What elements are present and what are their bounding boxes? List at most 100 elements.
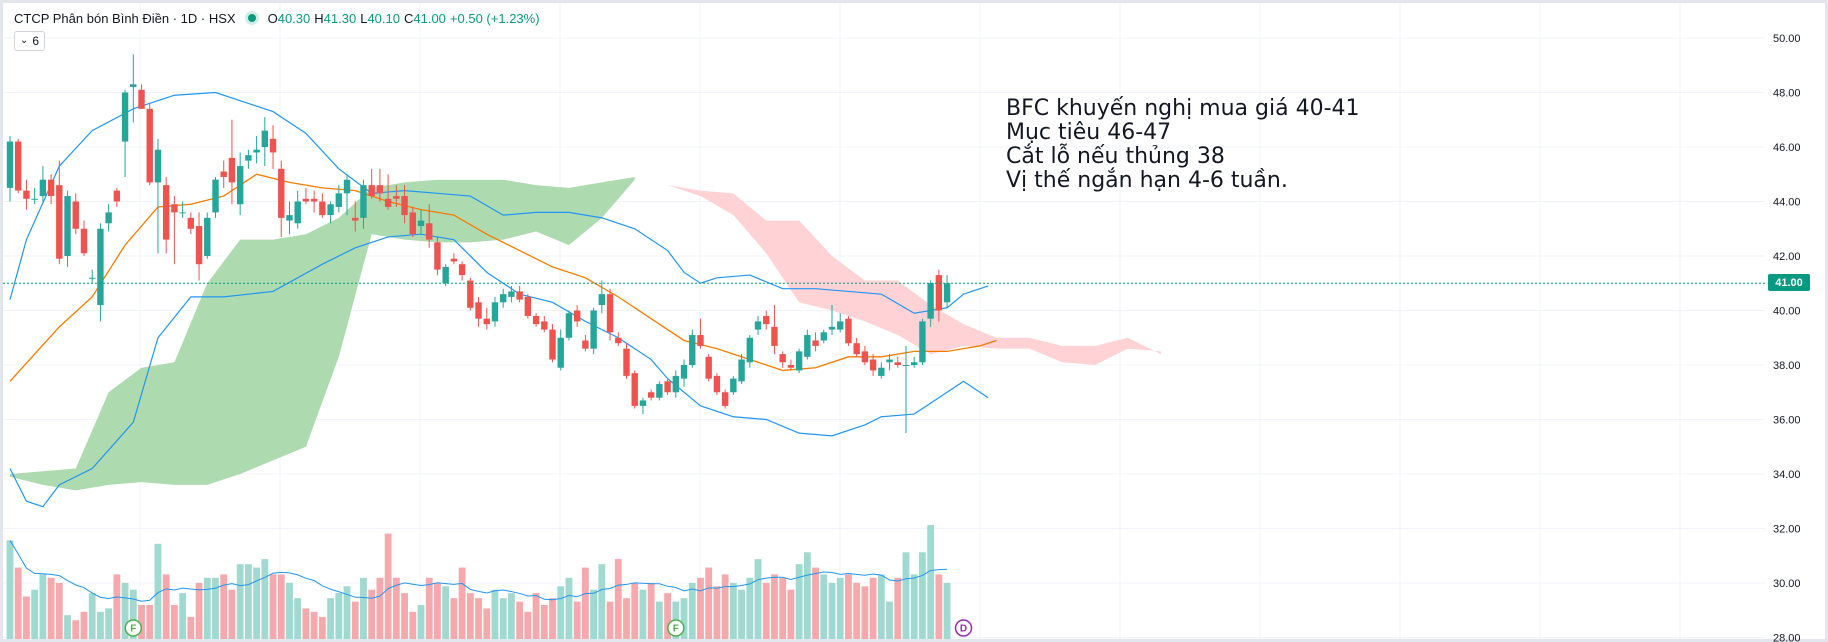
candle-body — [146, 108, 153, 183]
volume-bar — [697, 577, 704, 639]
y-tick-label: 48.00 — [1773, 88, 1801, 100]
candle-body — [861, 351, 869, 363]
volume-bar — [327, 598, 334, 639]
price-change: +0.50 (+1.23%) — [449, 10, 540, 26]
candle-body — [919, 321, 926, 363]
volume-bar — [425, 577, 433, 639]
candle-body — [319, 201, 326, 216]
volume-bar — [80, 611, 88, 639]
ichimoku-cloud — [10, 176, 1161, 491]
volume-bar — [582, 567, 589, 639]
candle-body — [894, 362, 901, 365]
analysis-note[interactable]: BFC khuyến nghị mua giá 40-41 Mục tiêu 4… — [1006, 97, 1360, 193]
volume-bar — [803, 552, 811, 639]
volume-bar — [146, 605, 154, 639]
candle-body — [401, 196, 408, 216]
candle-body — [130, 84, 137, 88]
candle-body — [935, 275, 943, 311]
candle-body — [837, 321, 844, 330]
volume-bar — [590, 589, 598, 639]
volume-bar — [302, 608, 310, 639]
volume-bar — [343, 586, 351, 639]
indicators-toggle-button[interactable]: ⌄ 6 — [14, 31, 46, 51]
candle-body — [524, 296, 532, 316]
volume-bar — [516, 601, 524, 639]
ohlc-low-key: L — [360, 10, 368, 26]
candle-body — [187, 217, 195, 229]
volume-bar — [483, 608, 491, 639]
y-tick-label: 50.00 — [1773, 33, 1801, 45]
candle-body — [532, 315, 540, 325]
volume-bar — [442, 586, 450, 639]
volume-bar — [647, 582, 655, 639]
moving-average-line — [9, 173, 997, 382]
symbol-title[interactable]: CTCP Phân bón Bình Điền · 1D · HSX — [14, 10, 236, 26]
volume-bar — [179, 593, 187, 639]
volume-bar — [228, 589, 236, 639]
volume-bar — [187, 616, 195, 639]
candle-body — [253, 149, 260, 153]
ohlc-open-key: O — [267, 10, 278, 26]
candle-body — [352, 217, 359, 221]
candle-body — [269, 138, 277, 153]
candle-body — [828, 326, 836, 330]
volume-bar — [680, 598, 688, 639]
candle-body — [417, 220, 425, 227]
candle-body — [212, 179, 219, 213]
bollinger-bands — [9, 91, 989, 508]
last-price-badge: 41.00 — [1768, 274, 1810, 291]
candle-body — [869, 359, 877, 371]
y-tick-label: 34.00 — [1773, 469, 1801, 481]
volume-bar — [466, 593, 474, 639]
candle-body — [409, 212, 416, 235]
y-tick-label: 40.00 — [1773, 306, 1801, 318]
volume-bar — [927, 525, 935, 639]
candle-body — [573, 310, 581, 322]
candles — [6, 54, 951, 434]
volume-bar — [869, 577, 877, 639]
event-marker — [124, 619, 143, 637]
volume-bar — [129, 589, 137, 639]
candle-body — [220, 171, 227, 177]
volume-bar — [540, 605, 548, 639]
volume-bar — [623, 598, 630, 639]
candle-body — [886, 359, 893, 363]
volume-bar — [368, 589, 376, 639]
volume-bar — [6, 540, 14, 639]
volume-bar — [261, 559, 269, 639]
volume-bar — [639, 589, 647, 639]
candle-body — [664, 381, 671, 393]
candle-body — [261, 130, 269, 147]
volume-bar — [738, 589, 745, 639]
candle-body — [204, 217, 211, 256]
candle-body — [623, 348, 630, 376]
candle-body — [656, 384, 663, 398]
candle-body — [812, 340, 819, 346]
candle-body — [15, 141, 22, 191]
candle-body — [491, 302, 499, 322]
volume-bar — [277, 574, 285, 639]
candle-body — [902, 365, 910, 366]
volume-bar — [55, 582, 63, 639]
bollinger-upper — [9, 91, 989, 314]
candle-body — [845, 318, 852, 344]
candle-body — [911, 362, 918, 365]
ohlc-low-value: 40.10 — [367, 10, 400, 26]
volume-bar — [39, 574, 47, 639]
event-marker-label: D — [960, 624, 967, 635]
ohlc-high-value: 41.30 — [323, 10, 357, 26]
volume-bar — [853, 582, 861, 639]
volume-bar — [212, 577, 219, 639]
candle-body — [754, 321, 762, 330]
candle-body — [713, 375, 721, 393]
candle-body — [878, 367, 885, 376]
volume-bar — [376, 577, 384, 639]
volume-bar — [935, 574, 943, 639]
candle-body — [467, 280, 474, 308]
volume-bar — [614, 559, 622, 639]
candle-body — [72, 201, 79, 229]
volume-bar — [113, 574, 121, 639]
candle-body — [343, 179, 351, 194]
price-axis: 50.00 48.00 46.00 44.00 42.00 40.00 38.00 36.00… — [1773, 33, 1801, 642]
